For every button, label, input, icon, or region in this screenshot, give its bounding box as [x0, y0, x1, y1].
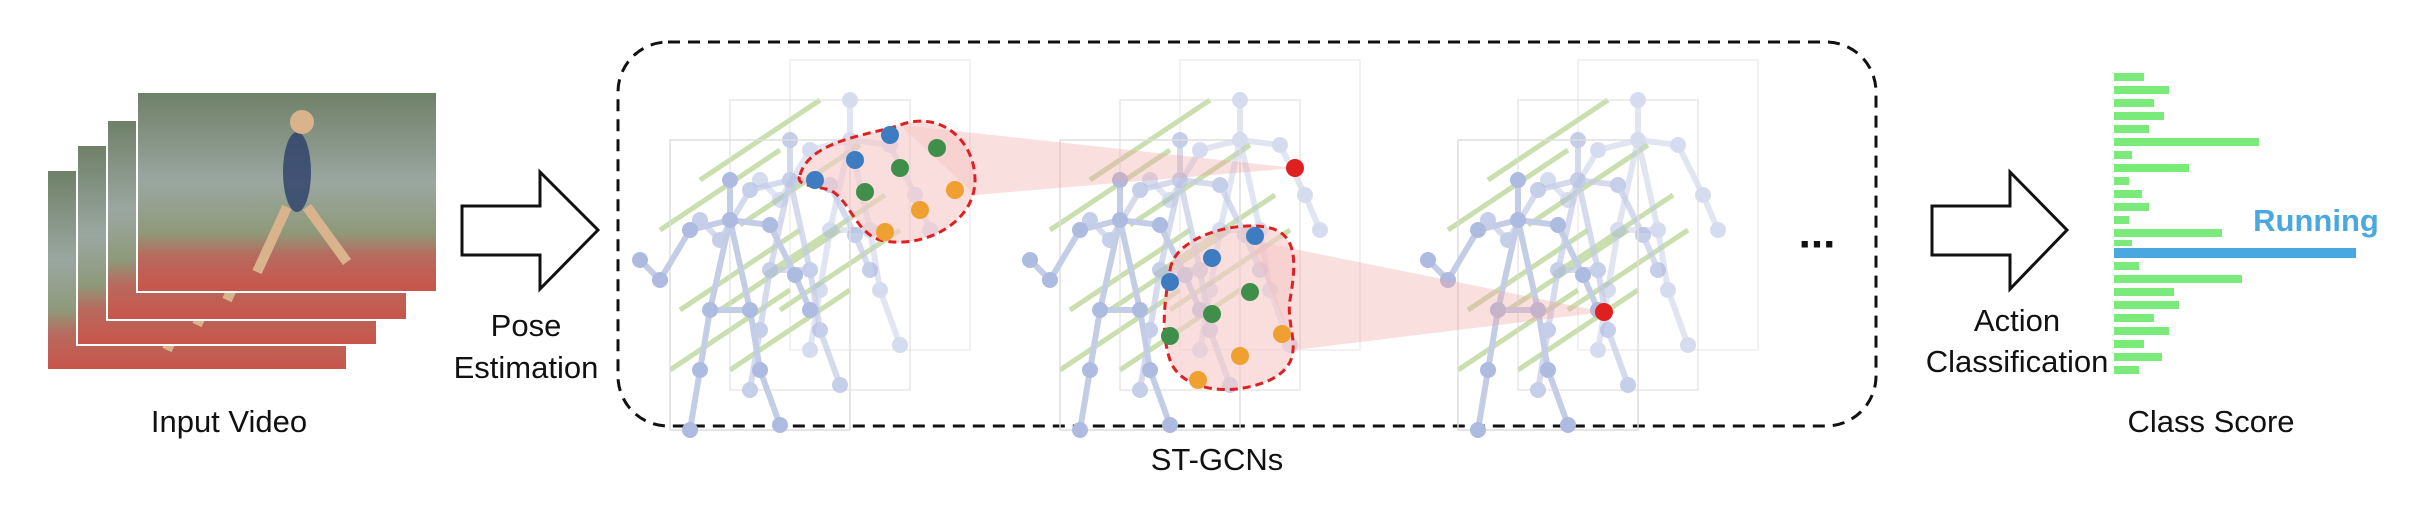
score-label: Class Score	[2127, 404, 2294, 439]
model-label: ST-GCNs	[1151, 442, 1284, 477]
pose-label: Pose	[491, 308, 562, 343]
projection	[1250, 240, 1604, 350]
action-label: Classification	[1926, 344, 2109, 379]
arrow	[1930, 168, 2070, 293]
ellipsis: ...	[1799, 209, 1836, 258]
score-bars	[2114, 73, 2259, 374]
predicted-class: Running	[2253, 203, 2379, 238]
action-label: Action	[1974, 303, 2060, 338]
projection	[900, 125, 1295, 195]
pose-label: Estimation	[454, 350, 599, 385]
input-label: Input Video	[151, 404, 307, 439]
neighborhood	[1162, 224, 1296, 391]
video-frames	[47, 92, 437, 370]
top-score-bar	[2114, 248, 2356, 258]
highlighted-joints	[806, 126, 1613, 389]
arrow	[460, 168, 601, 293]
